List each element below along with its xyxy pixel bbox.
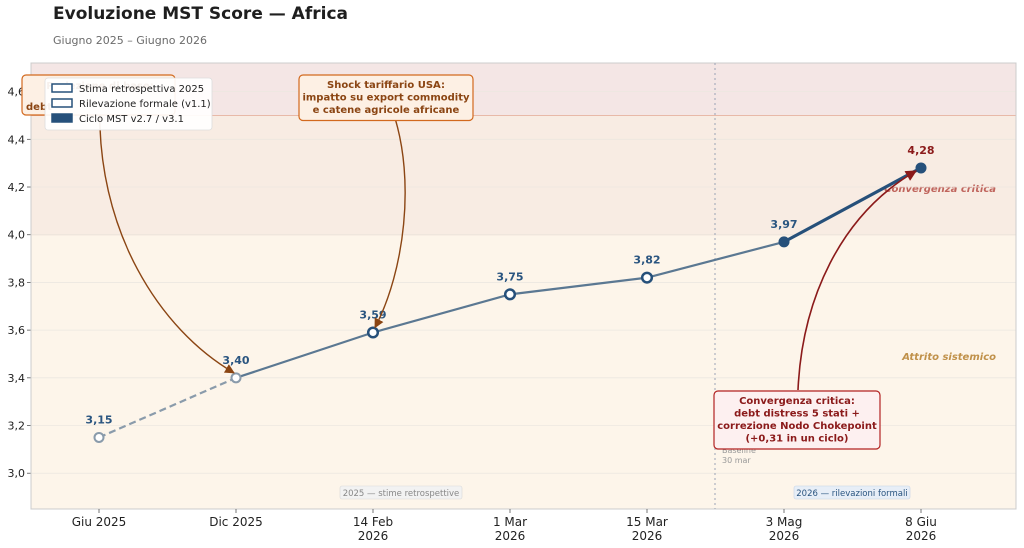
annotation-arrow	[797, 170, 917, 391]
period-box-2025	[339, 485, 463, 500]
data-point	[366, 326, 380, 339]
legend-label: Ciclo MST v2.7 / v3.1	[79, 114, 184, 125]
annotation-convergence-text: Convergenza critica:	[739, 396, 855, 407]
annotation-tariff-text: e catene agricole africane	[313, 105, 460, 116]
data-label: 3,40	[222, 354, 249, 367]
legend-swatch	[51, 98, 73, 108]
annotation-arrow	[374, 114, 406, 329]
data-label: 3,15	[85, 413, 112, 426]
y-tick-label: 4,6	[8, 86, 26, 99]
annotation-convergence-text: debt distress 5 stati +	[734, 409, 860, 420]
x-tick-label: 1 Mar 2026	[493, 515, 527, 543]
data-point	[915, 162, 927, 174]
y-tick-label: 4,2	[8, 181, 26, 194]
data-point	[778, 236, 790, 248]
data-label: 4,28	[907, 144, 934, 157]
data-point	[503, 288, 517, 301]
x-tick-label: Giu 2025	[72, 515, 127, 529]
y-tick-label: 3,2	[8, 420, 26, 433]
band-1	[31, 115, 1016, 235]
series-line-estimate	[98, 376, 237, 439]
x-tick-label: Dic 2025	[209, 515, 263, 529]
chart-subtitle: Giugno 2025 – Giugno 2026	[53, 34, 207, 47]
data-label: 3,75	[496, 270, 523, 283]
y-tick-label: 3,6	[8, 324, 26, 337]
annotation-base-text: debt	[26, 102, 52, 113]
annotation-tariff-box	[298, 74, 474, 122]
data-label: 3,82	[633, 254, 660, 267]
data-label: 3,97	[770, 218, 797, 231]
y-tick-label: 3,0	[8, 467, 26, 480]
period-box-2026	[793, 485, 911, 500]
annotation-convergence-text: (+0,31 in un ciclo)	[745, 434, 848, 445]
x-tick-label: 8 Giu 2026	[905, 515, 937, 543]
data-point	[640, 271, 654, 284]
annotation-convergence-text: correzione Nodo Chokepoint	[717, 421, 877, 432]
data-point	[230, 372, 242, 384]
x-tick-label: 14 Feb 2026	[353, 515, 393, 543]
legend-swatch	[51, 83, 73, 93]
baseline-label: Baseline	[722, 446, 756, 455]
band-0	[31, 234, 1016, 509]
plot-frame	[30, 62, 1017, 510]
legend-box	[44, 77, 213, 131]
band-label-attrito: Attrito sistemico	[901, 352, 996, 363]
series-line-cycle	[783, 166, 922, 244]
x-tick-label: 3 Mag 2026	[766, 515, 803, 543]
period-label-2026: 2026 — rilevazioni formali	[796, 489, 907, 499]
chart-title: Evoluzione MST Score — Africa	[53, 4, 348, 24]
annotation-convergence-box	[713, 390, 881, 450]
annotation-tariff-text: Shock tariffario USA:	[327, 80, 445, 91]
period-label-2025: 2025 — stime retrospettive	[343, 489, 460, 499]
y-tick-label: 4,4	[8, 133, 26, 146]
annotation-tariff-text: impatto su export commodity	[302, 93, 470, 104]
legend-label: Stima retrospettiva 2025	[79, 84, 204, 95]
baseline-sublabel: 30 mar	[722, 456, 751, 465]
x-tick-label: 15 Mar 2026	[626, 515, 668, 543]
y-tick-label: 4,0	[8, 229, 26, 242]
legend-label: Rilevazione formale (v1.1)	[79, 99, 211, 110]
y-tick-label: 3,4	[8, 372, 26, 385]
band-label-convergenza: Convergenza critica	[884, 184, 996, 195]
legend-swatch	[51, 113, 73, 123]
data-point	[93, 431, 105, 443]
annotation-arrow	[99, 99, 235, 374]
y-tick-label: 3,8	[8, 276, 26, 289]
